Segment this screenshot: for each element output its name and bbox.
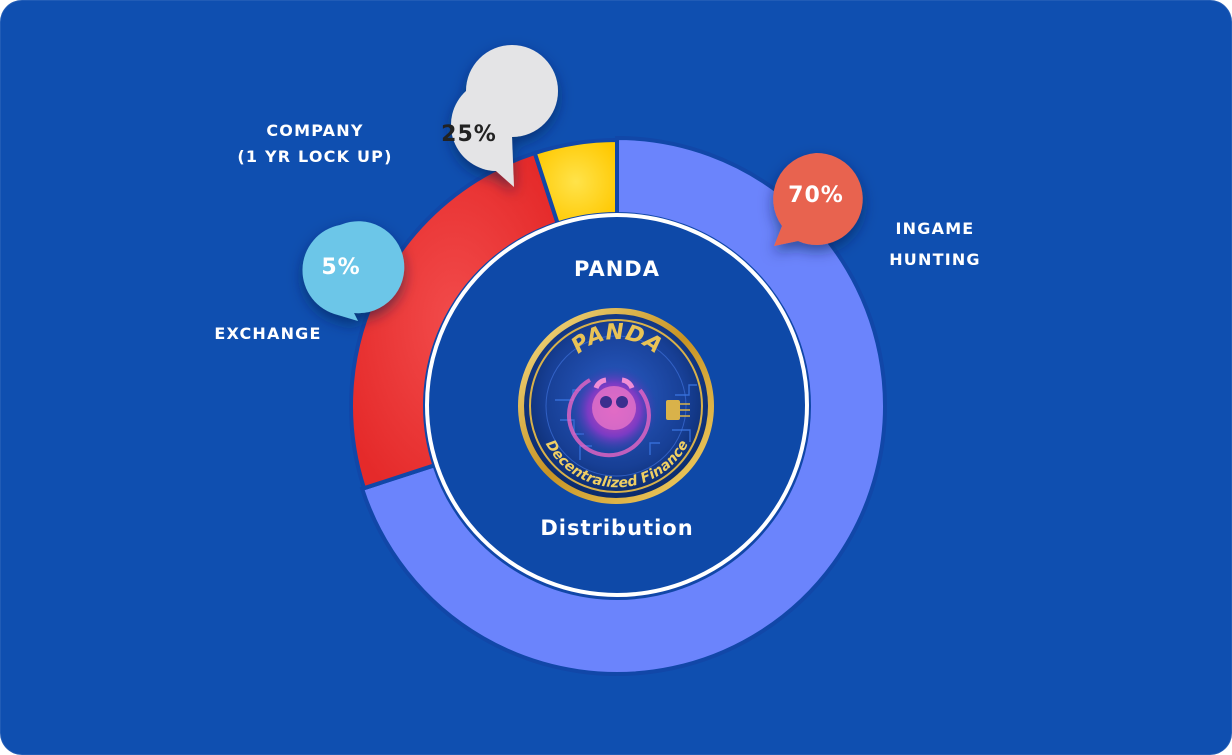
center-title-top: PANDA [574, 257, 660, 281]
data-label-exchange: 5% [321, 255, 361, 280]
legend-ingame-line2: HUNTING [889, 250, 981, 269]
legend-label-exchange: EXCHANGE [214, 324, 322, 343]
legend-company-line1: COMPANY [266, 121, 364, 140]
bubble-company [450, 45, 558, 187]
legend-label-ingame: INGAME HUNTING [880, 215, 990, 273]
panda-coin-logo: PANDA Decentralized Finance [518, 308, 714, 504]
legend-ingame-line1: INGAME [895, 219, 975, 238]
data-label-company: 25% [441, 122, 497, 147]
center-title-bottom: Distribution [540, 516, 694, 540]
bubble-exchange [302, 221, 405, 321]
legend-label-company: COMPANY (1 YR LOCK UP) [232, 118, 398, 170]
legend-company-line2: (1 YR LOCK UP) [237, 147, 393, 166]
data-label-ingame: 70% [788, 183, 844, 208]
bubble-ingame [773, 152, 863, 246]
